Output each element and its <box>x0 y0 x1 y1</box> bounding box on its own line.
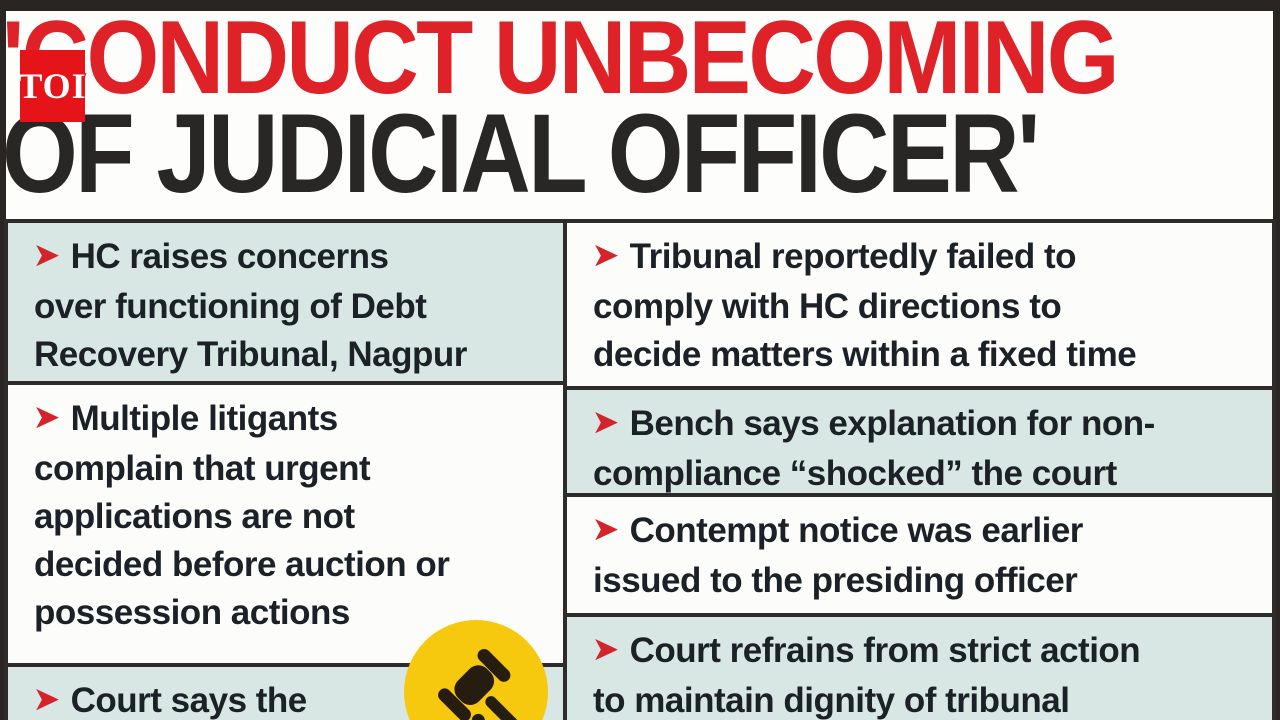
bullet-panel: ➤ Contempt notice was earlier issued to t… <box>563 493 1276 617</box>
gavel-icon <box>438 648 523 720</box>
toi-logo: TOI <box>18 50 87 122</box>
bullet-arrow-icon: ➤ <box>593 633 618 666</box>
bullet-text: Bench says explanation for non- complian… <box>593 404 1155 493</box>
bullet-text: Court says the <box>70 681 308 720</box>
bullet-column-right: ➤ Tribunal reportedly failed to comply wi… <box>563 219 1276 720</box>
headline-line2: OF JUDICIAL OFFICER' <box>2 91 1040 216</box>
bullet-panel: ➤ Tribunal reportedly failed to comply wi… <box>563 219 1276 390</box>
bullet-text: Tribunal reportedly failed to comply wit… <box>593 237 1137 374</box>
toi-logo-text: TOI <box>18 66 87 106</box>
bullet-text: HC raises concerns over functioning of D… <box>34 237 467 374</box>
bullet-arrow-icon: ➤ <box>34 683 59 716</box>
headline-line1: 'CONDUCT UNBECOMING <box>2 0 1120 116</box>
bullet-arrow-icon: ➤ <box>34 239 59 272</box>
bullet-arrow-icon: ➤ <box>593 513 618 546</box>
gavel-badge <box>404 620 548 720</box>
bullet-text: Court refrains from strict action to mai… <box>593 631 1141 720</box>
bullet-panel: ➤ Bench says explanation for non- complia… <box>563 386 1276 497</box>
bullet-text: Contempt notice was earlier issued to th… <box>593 511 1083 600</box>
bullet-text: Multiple litigants complain that urgent … <box>34 399 450 632</box>
bullet-column-left: ➤ HC raises concerns over functioning of … <box>4 219 567 720</box>
right-frame-bar <box>1273 0 1280 720</box>
top-frame-bar <box>0 0 1280 11</box>
bullet-panel: ➤ Court refrains from strict action to ma… <box>563 613 1276 720</box>
bullet-arrow-icon: ➤ <box>34 401 59 434</box>
bullet-arrow-icon: ➤ <box>593 406 618 439</box>
left-frame-bar <box>0 0 6 720</box>
bullet-panel: ➤ HC raises concerns over functioning of … <box>4 219 567 385</box>
bullet-arrow-icon: ➤ <box>593 239 618 272</box>
